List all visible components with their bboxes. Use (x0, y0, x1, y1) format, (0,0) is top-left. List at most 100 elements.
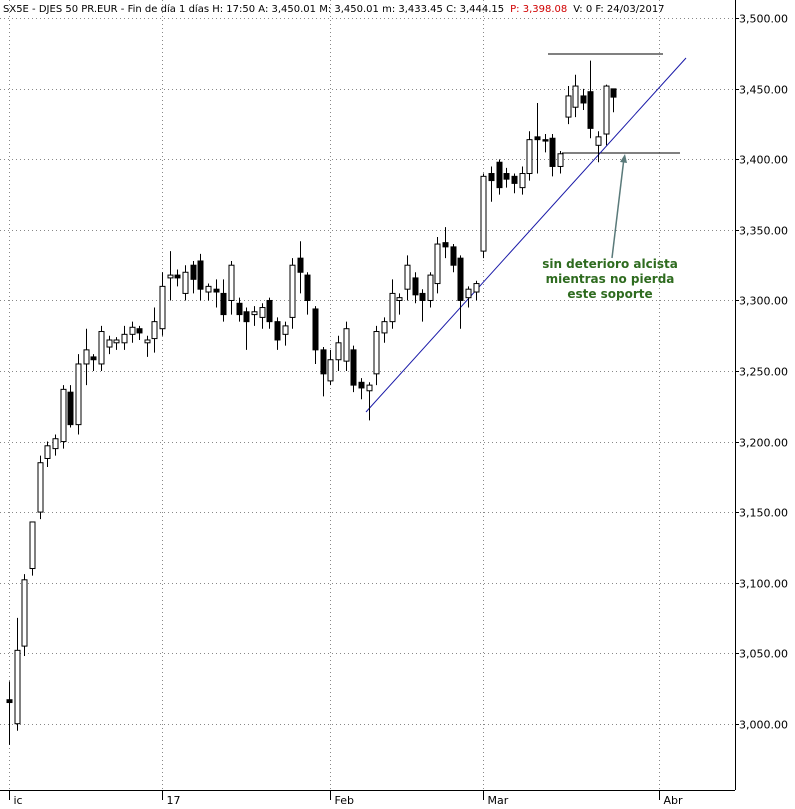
candle-body (129, 326, 136, 335)
candle-body (236, 302, 243, 316)
candle-body (327, 359, 334, 382)
candle-body (113, 339, 120, 344)
candle-body (519, 173, 526, 189)
candle-body (205, 285, 212, 293)
candle-body (373, 331, 380, 375)
annotation-line: sin deterioro alcista (542, 257, 678, 271)
candle-body (174, 274, 181, 279)
candle-body (587, 91, 594, 129)
candle-body (29, 521, 36, 570)
candle-body (167, 274, 174, 279)
candle-body (572, 85, 579, 108)
candle-body (67, 391, 74, 426)
x-tick-label: Mar (488, 794, 509, 807)
header-part: V: 0 F: 24/03/2017 (573, 4, 664, 15)
candle-body (534, 136, 541, 141)
candle-body (37, 462, 44, 513)
y-tick-label: 3,200.00 (739, 437, 788, 450)
candle-body (282, 325, 289, 335)
candle-body (450, 246, 457, 266)
candle-body (320, 349, 327, 375)
candle-body (343, 328, 350, 362)
candle-body (473, 283, 480, 293)
annotation-line: mientras no pierda (546, 272, 675, 286)
candle-body (304, 274, 311, 301)
candle-body (511, 175, 518, 184)
candle-body (381, 321, 388, 334)
annotation-line: este soporte (567, 287, 652, 301)
candle-body (396, 297, 403, 301)
candle-body (565, 95, 572, 118)
trend-line (365, 57, 687, 413)
candle-body (6, 699, 13, 704)
candle-body (136, 328, 143, 334)
candle-body (60, 388, 67, 443)
y-tick-label: 3,500.00 (739, 13, 788, 26)
candle-body (259, 307, 266, 318)
y-tick-label: 3,300.00 (739, 295, 788, 308)
candle-body (389, 292, 396, 323)
candle-body (312, 308, 319, 351)
candle-body (595, 136, 602, 146)
candle-body (106, 339, 113, 348)
candle-body (151, 321, 158, 340)
candle-body (580, 95, 587, 104)
candle-body (220, 292, 227, 316)
y-tick-label: 3,000.00 (739, 719, 788, 732)
annotation-arrowhead (620, 154, 627, 163)
candle-body (251, 311, 258, 316)
candle-body (549, 137, 556, 167)
y-tick-label: 3,150.00 (739, 507, 788, 520)
annotation-arrow (611, 157, 625, 259)
candle-body (159, 285, 166, 330)
candle-body (190, 264, 197, 280)
candle-body (44, 445, 51, 459)
candle-body (243, 311, 250, 323)
candle-body (542, 139, 549, 142)
candle-body (434, 243, 441, 285)
candle-body (358, 381, 365, 389)
candle-body (496, 161, 503, 189)
x-tick-label: ic (14, 794, 23, 807)
candle-body (350, 349, 357, 386)
candle-body (412, 277, 419, 296)
candle-body (297, 257, 304, 273)
candle-body (274, 321, 281, 341)
candle-body (427, 274, 434, 301)
candle-body (266, 299, 273, 323)
y-tick-label: 3,450.00 (739, 84, 788, 97)
candle-body (557, 153, 564, 167)
candle-body (457, 257, 464, 301)
candle-body (52, 438, 59, 450)
y-tick-label: 3,050.00 (739, 648, 788, 661)
candle-body (14, 649, 21, 725)
candle-body (83, 349, 90, 365)
y-tick-label: 3,250.00 (739, 366, 788, 379)
candle-body (335, 342, 342, 361)
candle-body (503, 173, 510, 180)
candle-body (419, 292, 426, 301)
candle-body (603, 85, 610, 135)
candle-body (366, 384, 373, 392)
header-part: SX5E - DJES 50 PR.EUR - Fin de día 1 día… (3, 3, 504, 15)
x-tick-label: Abr (664, 794, 684, 807)
candle-body (121, 333, 128, 344)
candle-body (98, 331, 105, 365)
candle-body (526, 139, 533, 175)
candle-body (442, 242, 449, 248)
candle-body (289, 264, 296, 318)
candles (6, 60, 617, 745)
candle-body (21, 579, 28, 647)
candle-body (144, 339, 151, 344)
candle-body (404, 264, 411, 290)
y-tick-label: 3,400.00 (739, 154, 788, 167)
candle-body (465, 288, 472, 299)
candle-body (197, 260, 204, 290)
header: SX5E - DJES 50 PR.EUR - Fin de día 1 día… (3, 3, 665, 15)
candle-body (182, 271, 189, 294)
x-tick-label: 17 (167, 794, 181, 807)
candle-body (90, 356, 97, 361)
